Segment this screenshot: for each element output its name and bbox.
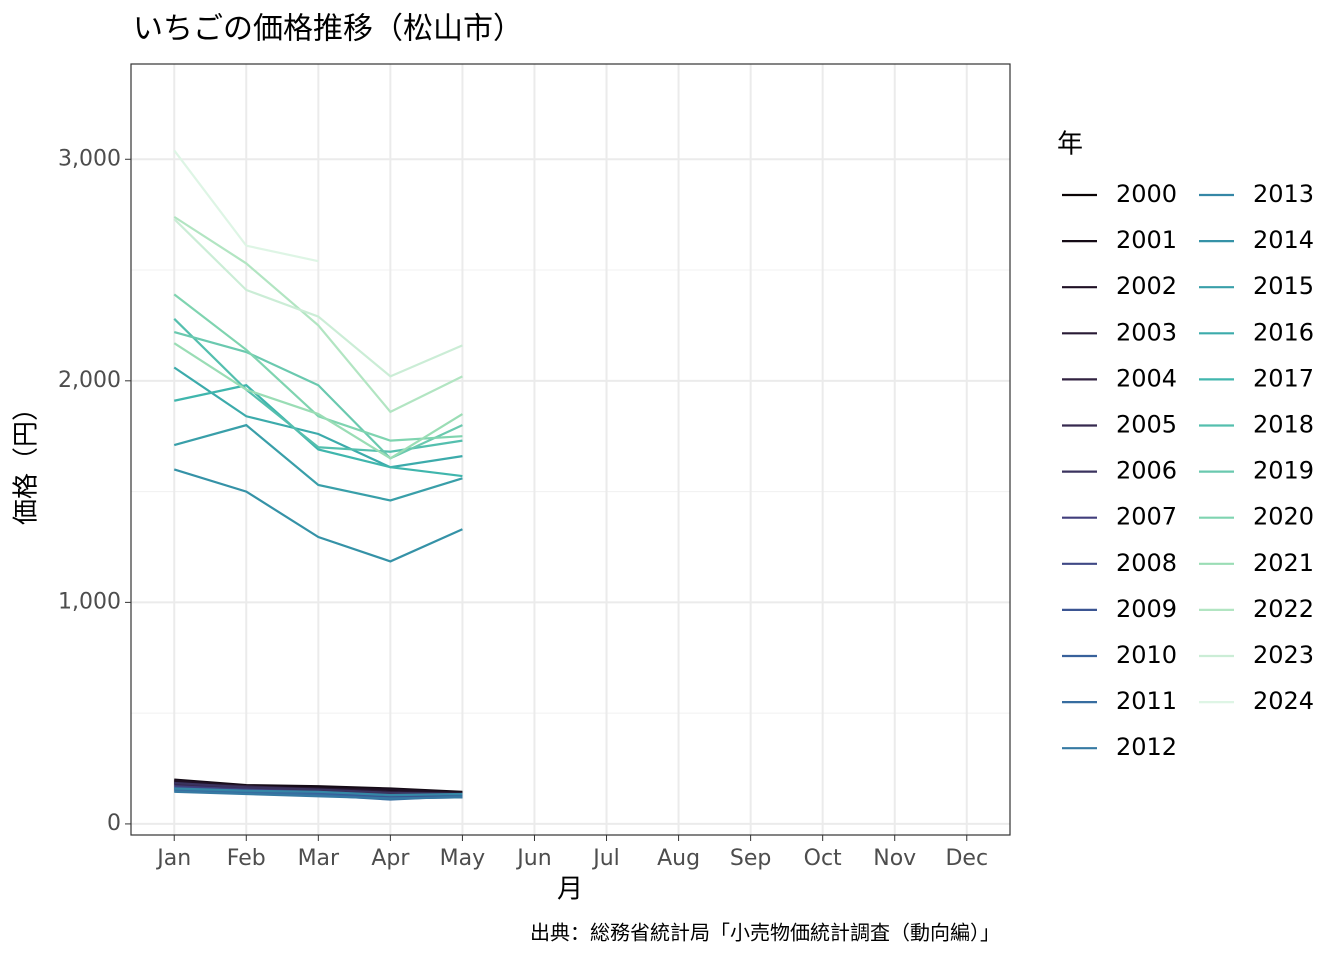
y-axis-label: 価格（円） xyxy=(12,395,42,525)
legend-label: 2016 xyxy=(1253,318,1314,346)
y-tick-label: 0 xyxy=(107,811,121,836)
legend-label: 2006 xyxy=(1116,457,1177,485)
chart-title: いちごの価格推移（松山市） xyxy=(133,12,523,47)
series-line xyxy=(173,468,463,563)
legend-label: 2015 xyxy=(1253,272,1314,300)
legend-label: 2000 xyxy=(1116,180,1177,208)
x-tick-label: Sep xyxy=(730,846,771,871)
legend-label: 2012 xyxy=(1116,733,1177,761)
x-tick-label: Nov xyxy=(873,846,916,871)
legend-label: 2005 xyxy=(1116,411,1177,439)
series-line xyxy=(173,215,463,414)
x-tick-label: Oct xyxy=(804,846,842,871)
legend-label: 2009 xyxy=(1116,595,1177,623)
legend-label: 2011 xyxy=(1116,687,1177,715)
legend-label: 2002 xyxy=(1116,272,1177,300)
legend-label: 2017 xyxy=(1253,364,1314,392)
series-line xyxy=(174,787,463,797)
legend-label: 2018 xyxy=(1253,411,1314,439)
series-line xyxy=(173,342,464,460)
series-line xyxy=(173,423,463,502)
legend-title: 年 xyxy=(1057,130,1083,160)
legend-label: 2024 xyxy=(1253,687,1314,715)
plot-background xyxy=(131,64,1010,835)
series-line xyxy=(173,366,463,469)
y-tick-label: 2,000 xyxy=(58,368,121,393)
legend-label: 2004 xyxy=(1116,364,1177,392)
x-tick-label: Jan xyxy=(155,846,191,871)
legend-label: 2013 xyxy=(1253,180,1314,208)
y-tick-label: 1,000 xyxy=(58,589,121,614)
x-tick-label: Jul xyxy=(591,846,620,871)
series-line xyxy=(173,293,463,442)
legend-label: 2019 xyxy=(1253,457,1314,485)
legend-label: 2023 xyxy=(1253,641,1314,669)
legend-label: 2022 xyxy=(1253,595,1314,623)
series-line xyxy=(174,790,463,800)
x-tick-label: May xyxy=(440,846,485,871)
x-tick-label: Dec xyxy=(945,846,988,871)
series-line xyxy=(173,149,319,263)
caption: 出典：総務省統計局「小売物価統計調査（動向編）」 xyxy=(530,921,1000,945)
legend-label: 2014 xyxy=(1253,226,1314,254)
legend-label: 2001 xyxy=(1116,226,1177,254)
x-axis-label: 月 xyxy=(557,875,583,905)
x-tick-label: Feb xyxy=(227,846,266,871)
legend-label: 2003 xyxy=(1116,318,1177,346)
x-tick-label: Apr xyxy=(371,846,410,871)
series-line xyxy=(173,331,463,460)
series-line xyxy=(173,384,463,478)
series-line xyxy=(173,218,463,378)
x-tick-label: Aug xyxy=(657,846,700,871)
series-line xyxy=(174,778,463,793)
legend-label: 2021 xyxy=(1253,549,1314,577)
plot-border xyxy=(130,63,1011,836)
legend-label: 2007 xyxy=(1116,503,1177,531)
x-tick-label: Jun xyxy=(515,846,551,871)
series-line xyxy=(174,781,463,796)
y-tick-label: 3,000 xyxy=(58,146,121,171)
x-tick-label: Mar xyxy=(298,846,340,871)
legend-label: 2020 xyxy=(1253,503,1314,531)
legend-label: 2010 xyxy=(1116,641,1177,669)
legend-label: 2008 xyxy=(1116,549,1177,577)
